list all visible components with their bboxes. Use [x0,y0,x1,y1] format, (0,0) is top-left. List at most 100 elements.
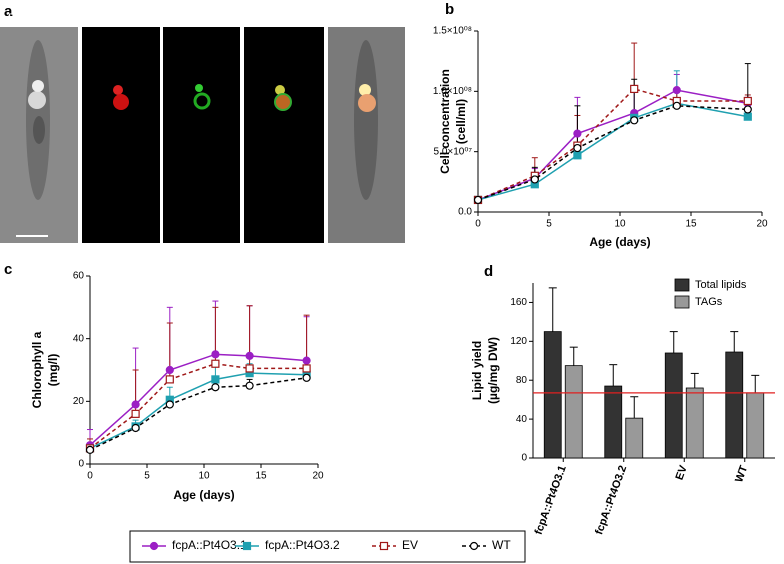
error-bar [751,374,760,393]
bar [746,392,765,459]
y-tick-label: 60 [73,271,85,282]
series-line [477,102,748,201]
y-tick-label: 120 [510,336,527,347]
error-bar [574,105,581,149]
bar [725,351,744,459]
legend-swatch [674,278,690,292]
marker [165,365,174,375]
bar [625,417,644,459]
y-tick-label: 1.0×10⁰⁸ [433,86,472,97]
marker [672,86,681,95]
x-tick-label: 10 [198,471,210,482]
legend-marker [242,541,252,551]
image-label: YFP [190,12,211,24]
series-line [89,377,307,451]
stain [193,92,211,110]
stain [275,85,285,95]
marker [131,400,140,409]
y-tick-label: 20 [73,396,85,407]
error-bar [630,396,639,419]
marker [573,129,582,138]
stain [113,94,129,110]
error-bar [669,331,678,353]
legend-label: WT [492,538,511,552]
image-nile-red [82,27,160,243]
image-label: Nile Red [100,12,142,24]
marker [165,400,174,409]
bar [543,331,562,459]
marker [211,383,220,392]
marker [302,373,311,382]
x-tick-label: 15 [255,471,267,482]
x-tick-label: fcpA::Pt4O3.2 [593,464,629,536]
series-line [89,362,307,449]
marker [573,151,582,160]
image-yfp [163,27,240,243]
y-tick-label: 40 [516,414,528,425]
x-axis-label: Age (days) [589,235,650,249]
y-axis-label: Chlorophyll a [30,331,44,408]
y-tick-label: 0 [521,453,527,464]
cell [354,40,378,200]
legend-label: EV [402,538,418,552]
panel-label: a [4,3,13,20]
series-line [477,105,748,201]
series-line [89,372,307,450]
cell-body [33,116,45,144]
x-tick-label: 20 [312,471,324,482]
marker [630,84,639,94]
x-tick-label: 5 [546,219,552,230]
y-axis-label: Lipid yield [470,341,484,400]
legend-marker [469,541,479,551]
marker [530,175,539,184]
legend-label: Total lipids [695,279,747,291]
image-label: Merged 2 [343,12,389,24]
panel-label: c [4,261,12,278]
marker [211,350,220,359]
marker [165,375,174,384]
bar [564,365,583,459]
image-merged-1 [244,27,324,243]
y-axis-label: (µg/mg DW) [486,337,500,404]
x-axis-label: Age (days) [173,488,234,502]
marker [473,195,483,205]
error-bar [690,372,699,388]
legend-label: fcpA::Pt4O3.2 [265,538,340,552]
x-tick-label: 0 [475,219,481,230]
x-tick-label: 15 [685,219,697,230]
y-tick-label: 160 [510,297,527,308]
marker [743,112,752,121]
x-tick-label: WT [733,464,750,484]
marker [85,445,95,454]
y-tick-label: 0 [78,459,84,470]
y-tick-label: 80 [516,375,528,386]
marker [302,364,311,373]
bar [664,352,683,459]
error-bar [730,331,739,353]
y-tick-label: 40 [73,333,85,344]
marker [211,359,220,368]
error-bar [548,287,557,332]
marker [211,375,220,384]
panel-label: d [484,263,493,280]
legend-label: fcpA::Pt4O3.1 [172,538,247,552]
y-tick-label: 5.0×10⁰⁷ [434,146,473,157]
error-bar [569,346,578,366]
marker [131,423,140,433]
image-strip [0,27,405,243]
bar [685,387,704,459]
x-tick-label: fcpA::Pt4O3.1 [533,464,569,536]
legend-label: TAGs [695,296,723,308]
marker [302,356,311,365]
marker [245,381,254,390]
cell-body [28,91,46,109]
y-axis-label: Cell concentration [438,69,452,174]
panel-label: b [445,1,454,18]
y-axis-label: (mg/l) [46,354,60,387]
bar [604,385,623,459]
series-line [89,353,307,446]
stain [113,85,123,95]
stain [195,84,203,92]
marker [245,364,254,373]
x-tick-label: EV [674,463,691,482]
